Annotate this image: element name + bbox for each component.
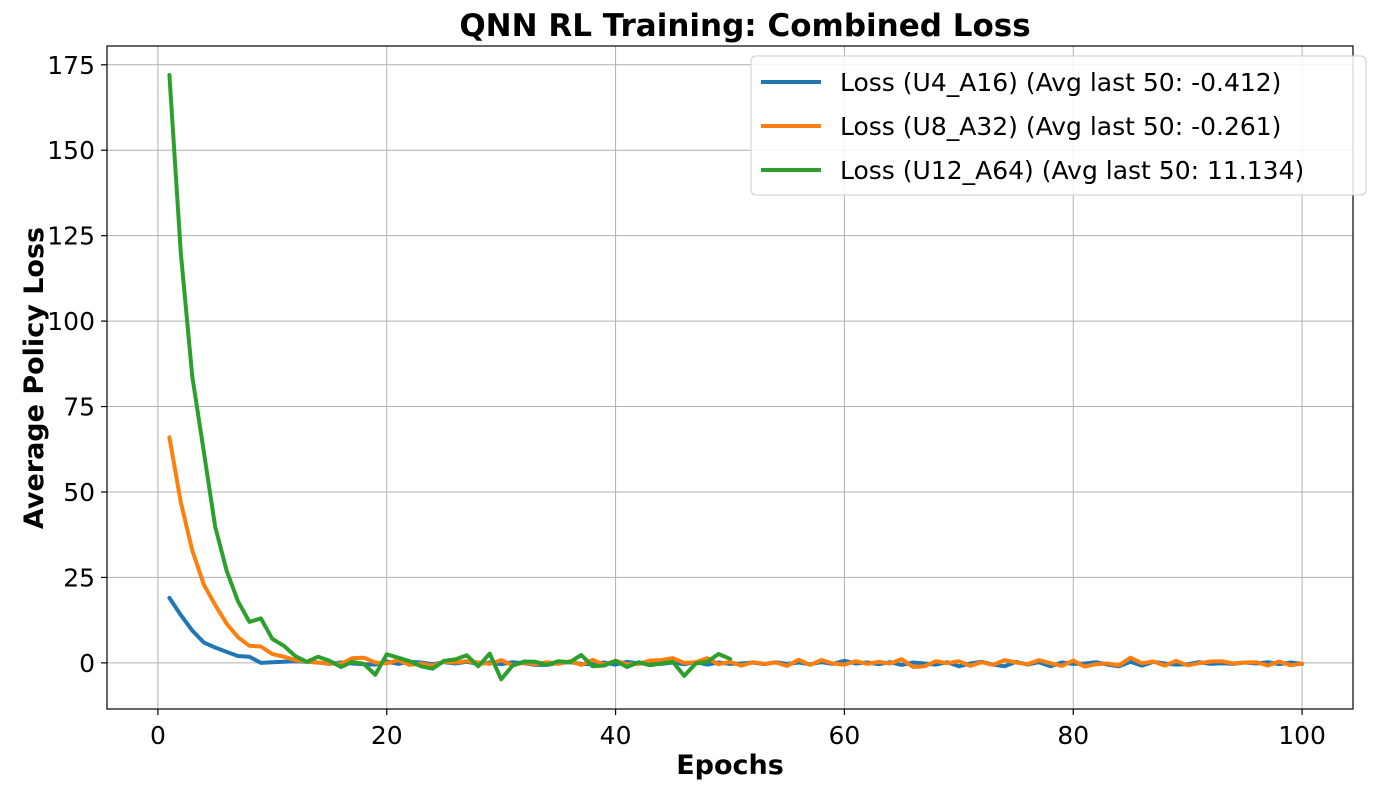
y-tick-label: 175 bbox=[47, 51, 95, 80]
y-tick-label: 0 bbox=[79, 649, 95, 678]
x-axis-label: Epochs bbox=[676, 750, 784, 781]
legend-entry-3: Loss (U12_A64) (Avg last 50: 11.134) bbox=[840, 156, 1304, 185]
x-tick-label: 0 bbox=[150, 721, 166, 750]
series-line-2 bbox=[167, 435, 1305, 669]
y-axis-label: Average Policy Loss bbox=[19, 227, 50, 529]
x-tick-label: 80 bbox=[1057, 721, 1089, 750]
x-tick-label: 20 bbox=[371, 721, 403, 750]
x-tick-label: 40 bbox=[600, 721, 632, 750]
x-tick-label: 60 bbox=[829, 721, 861, 750]
series-line-1 bbox=[167, 595, 1305, 669]
series-layer bbox=[167, 73, 1305, 682]
legend: Loss (U4_A16) (Avg last 50: -0.412) Loss … bbox=[750, 55, 1367, 196]
y-tick-label: 75 bbox=[63, 393, 95, 422]
x-tick-label: 100 bbox=[1278, 721, 1326, 750]
y-tick-label: 150 bbox=[47, 136, 95, 165]
legend-entry-1: Loss (U4_A16) (Avg last 50: -0.412) bbox=[840, 68, 1281, 97]
y-tick-label: 100 bbox=[47, 307, 95, 336]
y-tick-label: 25 bbox=[63, 563, 95, 592]
series-line-3 bbox=[167, 73, 732, 682]
plot-frame bbox=[106, 45, 1354, 710]
y-tick-label: 125 bbox=[47, 222, 95, 251]
y-tick-label: 50 bbox=[63, 478, 95, 507]
chart-title: QNN RL Training: Combined Loss bbox=[459, 8, 1030, 44]
legend-box bbox=[750, 55, 1367, 196]
y-axis: 0 25 50 75 100 125 150 175 bbox=[47, 51, 107, 678]
legend-entry-2: Loss (U8_A32) (Avg last 50: -0.261) bbox=[840, 112, 1281, 141]
x-axis: 0 20 40 60 80 100 bbox=[150, 709, 1326, 750]
